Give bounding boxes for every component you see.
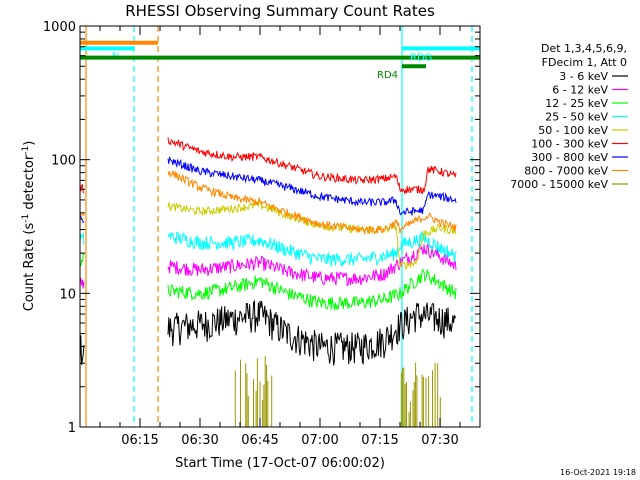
legend-label-6: 300 - 800 keV [531, 151, 608, 164]
y-axis-label: Count Rate (s-1 detector-1) [21, 141, 37, 312]
series-line-5 [79, 137, 457, 196]
series-line-2 [79, 253, 457, 311]
series-line-6 [79, 156, 457, 224]
y-axis: 1 10 100 1000 [43, 20, 480, 436]
x-tick-label-0: 06:15 [121, 433, 158, 448]
burst-spikes-1 [400, 362, 441, 427]
legend-label-0: 3 - 6 keV [559, 70, 608, 83]
y-tick-label-0: 1 [68, 421, 76, 436]
legend-label-4: 50 - 100 keV [538, 124, 608, 137]
y-tick-label-1: 10 [59, 287, 76, 302]
chart-title: RHESSI Observing Summary Count Rates [125, 2, 435, 20]
series-line-0 [79, 299, 457, 366]
flag-label-3: RD4 [377, 70, 398, 81]
footer-timestamp: 16-Oct-2021 19:18 [560, 468, 636, 477]
series-line-7 [79, 170, 457, 235]
x-tick-label-3: 07:00 [301, 433, 338, 448]
y-tick-label-2: 100 [51, 154, 76, 169]
burst-spikes-0 [234, 356, 273, 427]
series-line-4 [79, 200, 457, 270]
legend-label-5: 100 - 300 keV [531, 138, 608, 151]
x-tick-label-1: 06:30 [181, 433, 218, 448]
legend-label-3: 25 - 50 keV [545, 111, 608, 124]
x-tick-label-5: 07:30 [421, 433, 458, 448]
x-tick-label-2: 06:45 [241, 433, 278, 448]
legend-label-7: 800 - 7000 keV [524, 165, 608, 178]
legend-header-line-1: Det 1,3,4,5,6,9, [541, 42, 627, 55]
x-axis: 06:15 06:30 06:45 07:00 07:15 07:30 [79, 26, 481, 448]
legend-label-1: 6 - 12 keV [552, 84, 608, 97]
flag-label-0: S [81, 40, 87, 51]
legend-header-line-2: FDecim 1, Att 0 [542, 56, 627, 69]
legend-label-2: 12 - 25 keV [545, 97, 608, 110]
x-tick-label-4: 07:15 [361, 433, 398, 448]
x-axis-label: Start Time (17-Oct-07 06:00:02) [175, 456, 385, 471]
y-tick-label-3: 1000 [43, 20, 76, 35]
series-line-3 [79, 230, 457, 267]
flag-label-4: RDG [410, 52, 432, 63]
legend-label-8: 7000 - 15000 keV [510, 178, 608, 191]
legend: Det 1,3,4,5,6,9, FDecim 1, Att 0 3 - 6 k… [510, 42, 628, 191]
plot-area: SNRD4RDG [79, 26, 480, 427]
